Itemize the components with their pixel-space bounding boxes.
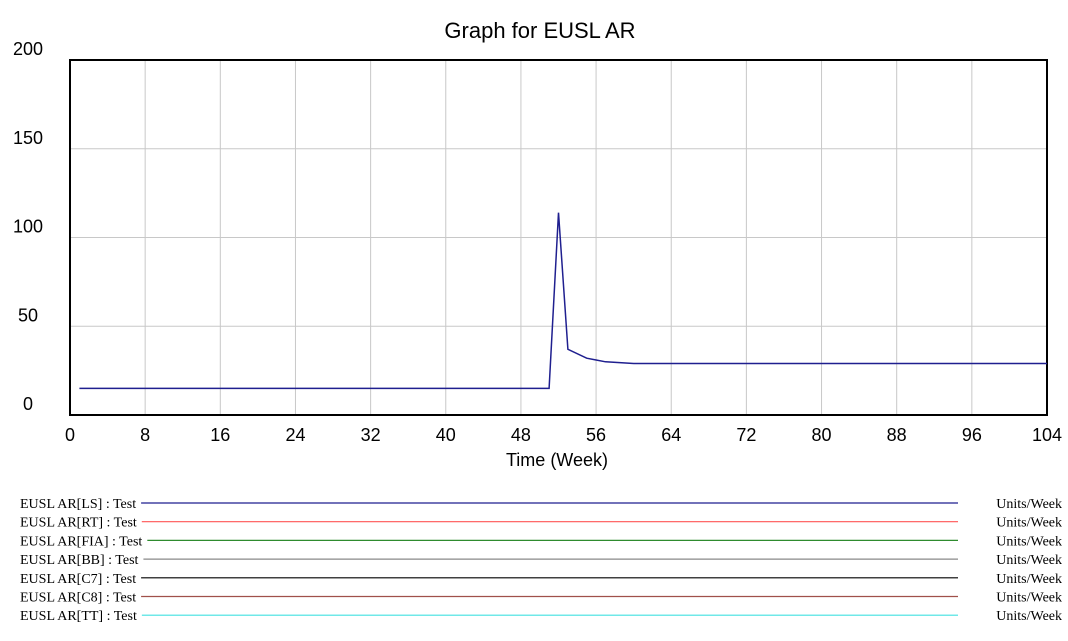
legend-item: EUSL AR[BB] : Test Units/Week [20,553,1062,568]
legend-unit: Units/Week [996,553,1062,568]
y-tick-label: 0 [23,394,33,414]
legend-label: EUSL AR[C8] : Test [20,591,136,606]
x-axis-ticks: 0 8 16 24 32 40 48 56 64 72 80 88 96 104 [65,425,1062,445]
x-tick-label: 80 [812,425,832,445]
legend-item: EUSL AR[TT] : Test Units/Week [20,609,1062,624]
y-tick-label: 100 [13,217,43,237]
x-tick-label: 56 [586,425,606,445]
legend-unit: Units/Week [996,534,1062,549]
legend-unit: Units/Week [996,572,1062,587]
x-axis-label: Time (Week) [506,450,608,470]
legend-item: EUSL AR[C7] : Test Units/Week [20,572,1062,587]
y-tick-label: 50 [18,305,38,325]
y-tick-label: 150 [13,128,43,148]
x-tick-label: 40 [436,425,456,445]
y-tick-label: 200 [13,39,43,59]
legend-label: EUSL AR[RT] : Test [20,516,137,531]
series-lines [79,212,1047,390]
legend-unit: Units/Week [996,516,1062,531]
plot-frame [69,59,1048,416]
x-tick-label: 88 [887,425,907,445]
legend-unit: Units/Week [996,591,1062,606]
legend-label: EUSL AR[TT] : Test [20,609,137,624]
x-tick-label: 48 [511,425,531,445]
legend-item: EUSL AR[C8] : Test Units/Week [20,591,1062,606]
x-tick-label: 0 [65,425,75,445]
legend-label: EUSL AR[FIA] : Test [20,534,142,549]
legend-item: EUSL AR[LS] : Test Units/Week [20,497,1062,512]
x-tick-label: 24 [285,425,305,445]
x-tick-label: 32 [361,425,381,445]
x-tick-label: 8 [140,425,150,445]
x-tick-label: 16 [210,425,230,445]
x-tick-label: 72 [736,425,756,445]
legend-item: EUSL AR[RT] : Test Units/Week [20,516,1062,531]
series-line [79,212,1047,390]
gridlines [70,60,1047,415]
legend-label: EUSL AR[LS] : Test [20,497,136,512]
x-tick-label: 104 [1032,425,1062,445]
chart-title: Graph for EUSL AR [444,18,635,43]
x-tick-label: 64 [661,425,681,445]
legend-label: EUSL AR[C7] : Test [20,572,136,587]
legend-label: EUSL AR[BB] : Test [20,553,139,568]
x-tick-label: 96 [962,425,982,445]
legend-item: EUSL AR[FIA] : Test Units/Week [20,534,1062,549]
legend-unit: Units/Week [996,497,1062,512]
legend-unit: Units/Week [996,609,1062,624]
y-axis-ticks: 200 150 100 50 0 [13,39,43,414]
